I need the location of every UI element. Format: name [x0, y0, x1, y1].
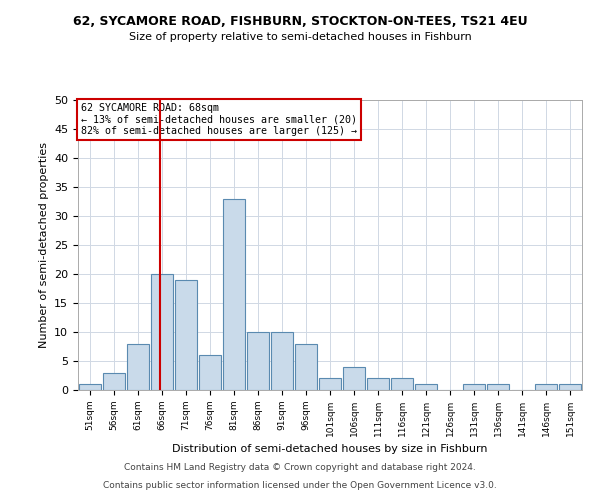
Bar	[151, 274, 173, 390]
Bar	[103, 372, 125, 390]
Bar	[223, 198, 245, 390]
Bar	[391, 378, 413, 390]
Bar	[415, 384, 437, 390]
Text: Contains public sector information licensed under the Open Government Licence v3: Contains public sector information licen…	[103, 481, 497, 490]
Bar	[271, 332, 293, 390]
Bar	[127, 344, 149, 390]
Bar	[535, 384, 557, 390]
Text: 62 SYCAMORE ROAD: 68sqm
← 13% of semi-detached houses are smaller (20)
82% of se: 62 SYCAMORE ROAD: 68sqm ← 13% of semi-de…	[80, 103, 356, 136]
Bar	[319, 378, 341, 390]
Bar	[199, 355, 221, 390]
Bar	[343, 367, 365, 390]
Text: Size of property relative to semi-detached houses in Fishburn: Size of property relative to semi-detach…	[128, 32, 472, 42]
Bar	[247, 332, 269, 390]
Bar	[559, 384, 581, 390]
X-axis label: Distribution of semi-detached houses by size in Fishburn: Distribution of semi-detached houses by …	[172, 444, 488, 454]
Text: 62, SYCAMORE ROAD, FISHBURN, STOCKTON-ON-TEES, TS21 4EU: 62, SYCAMORE ROAD, FISHBURN, STOCKTON-ON…	[73, 15, 527, 28]
Bar	[79, 384, 101, 390]
Text: Contains HM Land Registry data © Crown copyright and database right 2024.: Contains HM Land Registry data © Crown c…	[124, 464, 476, 472]
Bar	[367, 378, 389, 390]
Bar	[175, 280, 197, 390]
Bar	[295, 344, 317, 390]
Y-axis label: Number of semi-detached properties: Number of semi-detached properties	[38, 142, 49, 348]
Bar	[463, 384, 485, 390]
Bar	[487, 384, 509, 390]
